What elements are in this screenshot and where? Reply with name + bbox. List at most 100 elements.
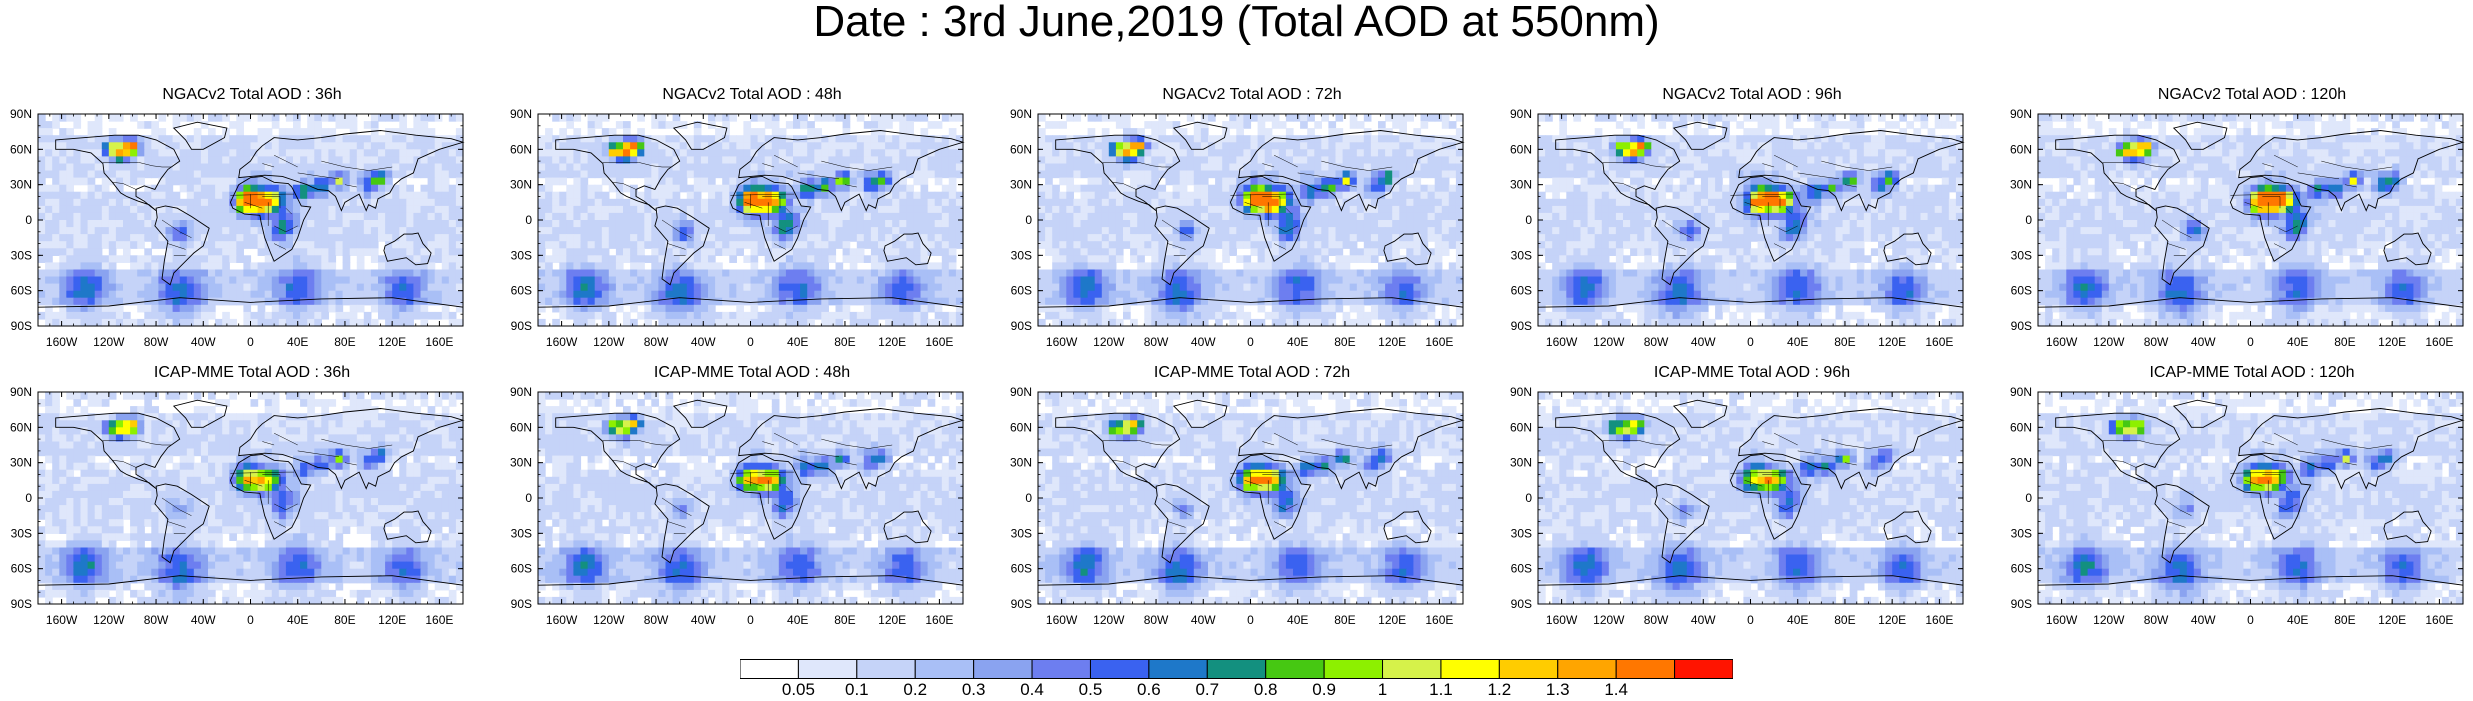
lon-tick-label: 120E [378,613,406,627]
lon-tick-label: 160W [546,613,578,627]
lon-tick-label: 160W [1046,613,1078,627]
lat-tick-label: 30S [1011,248,1032,262]
map-panel: ICAP-MME Total AOD : 48h 90N 60N 30N 0 30S 60S… [500,364,970,634]
map-panel: ICAP-MME Total AOD : 36h 90N 60N 30N 0 30S 60S… [0,364,470,634]
lon-tick-label: 120E [1878,613,1906,627]
lon-tick-label: 160W [46,335,78,349]
lon-tick-label: 80E [2334,613,2355,627]
country-borders [602,154,893,256]
lon-tick-label: 120E [2378,335,2406,349]
lat-tick-label: 90N [1010,385,1032,399]
lat-tick-label: 30N [510,178,532,192]
lat-tick-label: 60N [2010,142,2032,156]
lon-tick-label: 80W [1144,335,1169,349]
lat-tick-label: 30N [2010,178,2032,192]
map-canvas: 90N 60N 30N 0 30S 60S 90S 160W 120W 80W 40W 0 40E 80E… [510,107,965,349]
colorbar-swatch [1557,659,1617,679]
lon-tick-label: 120E [1878,335,1906,349]
colorbar-label: 0.2 [903,680,928,699]
lon-tick-label: 40E [1787,613,1808,627]
lat-tick-label: 90N [1010,107,1032,121]
lon-tick-label: 0 [1247,613,1254,627]
colorbar-label: 0.5 [1078,680,1103,699]
aod-field [2038,392,2464,605]
lat-tick-label: 0 [1525,213,1532,227]
lat-tick-label: 60N [1510,142,1532,156]
lon-tick-label: 80E [1834,335,1855,349]
lat-tick-label: 0 [2025,491,2032,505]
map-canvas: 90N 60N 30N 0 30S 60S 90S 160W 120W 80W 40W 0 40E 80E… [1010,385,1465,627]
lat-tick-label: 60N [510,142,532,156]
lat-tick-label: 60S [1511,284,1532,298]
lon-tick-label: 160E [1425,613,1453,627]
lon-tick-label: 120W [1093,335,1125,349]
map-canvas: 90N 60N 30N 0 30S 60S 90S 160W 120W 80W 40W 0 40E 80E… [510,385,965,627]
coastlines [1537,121,1965,327]
colorbar [740,659,1733,679]
lat-tick-label: 30N [10,456,32,470]
aod-field [1038,114,1464,327]
colorbar-swatch [1323,659,1384,679]
lat-tick-label: 90S [2011,597,2032,611]
colorbar-label: 1.4 [1604,680,1628,699]
colorbar-label: 0.05 [781,680,815,699]
map-panel: NGACv2 Total AOD : 72h 90N 60N 30N 0 30S 60S 90… [1000,86,1470,356]
country-borders [1102,154,1393,256]
map-canvas: 90N 60N 30N 0 30S 60S 90S 160W 120W 80W 40W 0 40E 80E… [2010,107,2465,349]
lon-tick-label: 160W [546,335,578,349]
panel-title: NGACv2 Total AOD : 120h [2157,86,2347,103]
colorbar-label: 0.9 [1312,680,1336,699]
lon-tick-label: 80W [2144,335,2169,349]
lon-tick-label: 160W [46,613,78,627]
coastlines [537,399,965,605]
lon-tick-label: 160E [1925,335,1953,349]
lon-tick-label: 120W [593,335,625,349]
lon-tick-label: 120E [878,613,906,627]
lat-tick-label: 30S [11,526,32,540]
lon-tick-label: 120E [878,335,906,349]
lat-tick-label: 30N [510,456,532,470]
lat-tick-label: 60S [1011,562,1032,576]
lat-tick-label: 30N [1010,178,1032,192]
lat-tick-label: 30N [10,178,32,192]
lon-tick-label: 0 [1747,613,1754,627]
lat-tick-label: 60S [2011,562,2032,576]
lat-tick-label: 90S [1511,319,1532,333]
lon-tick-label: 160E [1425,335,1453,349]
panel-title: ICAP-MME Total AOD : 36h [153,364,351,381]
lon-tick-label: 160E [1925,613,1953,627]
country-borders [1102,432,1393,534]
panel-title: ICAP-MME Total AOD : 48h [653,364,851,381]
lon-tick-label: 80W [644,613,669,627]
colorbar-swatch [1382,659,1442,679]
lat-tick-label: 90S [1011,597,1032,611]
lon-tick-label: 80W [644,335,669,349]
country-borders [2102,154,2393,256]
lat-tick-label: 0 [25,213,32,227]
lon-tick-label: 160E [425,335,453,349]
coastlines [1537,399,1965,605]
lat-tick-label: 60N [510,420,532,434]
lat-tick-label: 60N [1010,420,1032,434]
lat-tick-label: 0 [2025,213,2032,227]
colorbar-swatch [1498,659,1559,679]
lon-tick-label: 120E [2378,613,2406,627]
lon-tick-label: 80W [144,613,169,627]
lat-tick-label: 90S [1011,319,1032,333]
country-borders [102,154,393,256]
lon-tick-label: 80W [1644,613,1669,627]
lon-tick-label: 40E [1287,613,1308,627]
lat-tick-label: 60N [1510,420,1532,434]
colorbar-swatch [1265,659,1325,679]
lon-tick-label: 40W [2191,335,2216,349]
lon-tick-label: 160E [425,613,453,627]
lon-tick-label: 80E [1834,613,1855,627]
lon-tick-label: 80E [2334,335,2355,349]
colorbar-swatch [1615,659,1676,679]
lat-tick-label: 90N [10,107,32,121]
lat-tick-label: 30S [511,248,532,262]
lon-tick-label: 160E [2425,613,2453,627]
lat-tick-label: 30N [1510,178,1532,192]
lat-tick-label: 60N [10,142,32,156]
colorbar-label: 0.3 [961,680,986,699]
